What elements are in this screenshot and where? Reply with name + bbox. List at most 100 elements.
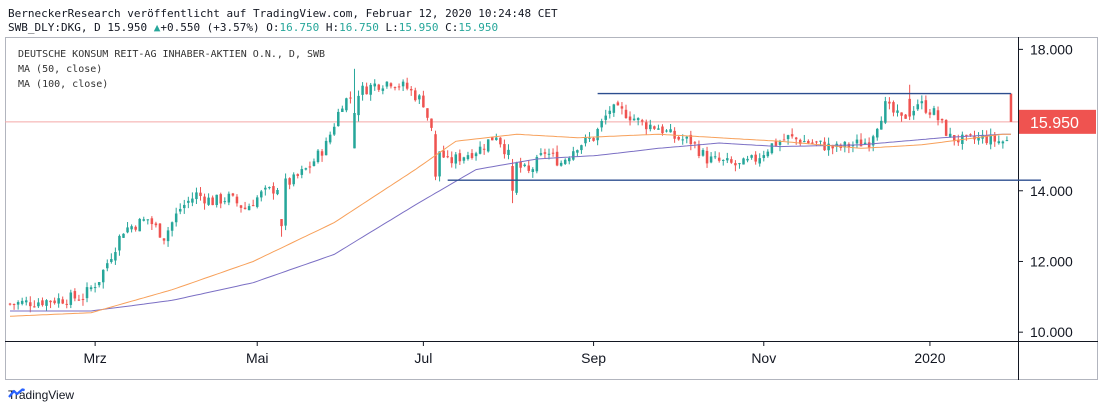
candle-body [1001, 141, 1005, 144]
candle-body [418, 95, 421, 100]
candle-body [272, 186, 275, 194]
candle-body [304, 168, 308, 170]
candle-body [357, 95, 360, 116]
x-tick-label: Mai [246, 350, 269, 366]
legend-ma50[interactable]: MA (50, close) [18, 64, 103, 75]
candle-body [373, 83, 377, 87]
candle-body [345, 98, 348, 111]
candle-body [644, 122, 648, 130]
candle-body [134, 226, 137, 230]
price-chart[interactable]: 18.00016.00014.00012.00010.000MrzMaiJulS… [5, 37, 1098, 380]
candle-body [353, 113, 356, 149]
candle-body [33, 306, 36, 308]
candle-body [920, 101, 924, 104]
candle-body [551, 152, 555, 154]
candle-body [20, 300, 24, 304]
candle-body [187, 200, 190, 203]
candle-body [191, 198, 194, 203]
x-tick-label: Mrz [83, 350, 106, 366]
candle-body [798, 139, 802, 144]
candle-body [106, 263, 109, 269]
candle-body [101, 269, 105, 283]
candle-body [503, 144, 506, 155]
candle-body [243, 207, 247, 209]
candle-body [482, 148, 486, 150]
candle-body [681, 139, 684, 141]
candle-body [701, 150, 705, 156]
candle-body [640, 120, 644, 122]
candle-body [612, 104, 616, 113]
ohlc-high: 16.750 [339, 21, 379, 34]
ohlc-low: 15.950 [398, 21, 439, 34]
candle-body [547, 153, 551, 155]
candle-body [511, 166, 514, 191]
candle-body [608, 110, 612, 115]
candle-body [904, 114, 907, 119]
candle-body [730, 159, 733, 163]
candle-body [8, 303, 12, 305]
candle-body [183, 204, 186, 209]
candle-body [912, 110, 915, 116]
candle-body [875, 128, 879, 138]
ohlc-high-label: H: [325, 21, 340, 34]
y-tick-label: 10.000 [1030, 324, 1073, 340]
legend-instrument: DEUTSCHE KONSUM REIT-AG INHABER-AKTIEN O… [18, 49, 326, 60]
candle-body [231, 193, 235, 196]
candle-body [393, 87, 397, 89]
candle-body [944, 119, 948, 136]
candle-body [41, 300, 44, 306]
chart-area[interactable]: 18.00016.00014.00012.00010.000MrzMaiJulS… [5, 37, 1098, 380]
candle-body [685, 136, 689, 139]
candle-body [774, 141, 778, 146]
candle-body [555, 151, 559, 166]
candle-body [965, 134, 968, 136]
legend-ma100[interactable]: MA (100, close) [18, 79, 109, 90]
candle-body [114, 252, 117, 261]
candle-body [126, 227, 129, 233]
x-tick-label: Nov [751, 350, 776, 366]
candle-body [458, 153, 462, 162]
candle-body [859, 139, 863, 147]
candle-body [227, 193, 231, 203]
candle-body [989, 134, 992, 145]
candle-body [831, 145, 834, 149]
candle-body [997, 141, 1001, 144]
candle-body [268, 187, 271, 189]
candle-body [705, 150, 709, 164]
x-tick-label: Jul [414, 350, 432, 366]
candle-body [884, 101, 887, 123]
candle-body [16, 302, 20, 305]
candle-body [855, 139, 859, 144]
candle-body [316, 150, 320, 163]
footer-brand[interactable]: TradingView [8, 388, 74, 402]
candle-body [69, 292, 73, 305]
ohlc-open-label: O: [266, 21, 280, 34]
candle-body [604, 115, 607, 120]
candle-body [328, 134, 332, 143]
candle-body [239, 205, 243, 208]
candle-body [405, 82, 409, 89]
candle-body [195, 192, 198, 200]
candle-body [466, 155, 470, 160]
candle-body [81, 299, 85, 301]
candle-body [738, 163, 741, 165]
candle-body [957, 139, 960, 143]
ma50-line [9, 133, 1011, 317]
candle-body [24, 300, 28, 303]
candle-body [478, 146, 482, 154]
candle-body [409, 88, 413, 91]
candle-body [563, 159, 567, 164]
candle-body [815, 141, 818, 143]
candle-body [385, 81, 389, 87]
candle-body [130, 226, 133, 230]
y-tick-label: 18.000 [1030, 41, 1073, 57]
candle-body [300, 169, 304, 175]
candle-body [260, 191, 263, 198]
candle-body [337, 111, 340, 127]
candle-body [12, 303, 16, 305]
candle-body [535, 156, 539, 172]
candle-body [118, 235, 121, 251]
candle-body [977, 137, 980, 141]
candle-body [53, 300, 56, 304]
candle-body [888, 101, 891, 104]
